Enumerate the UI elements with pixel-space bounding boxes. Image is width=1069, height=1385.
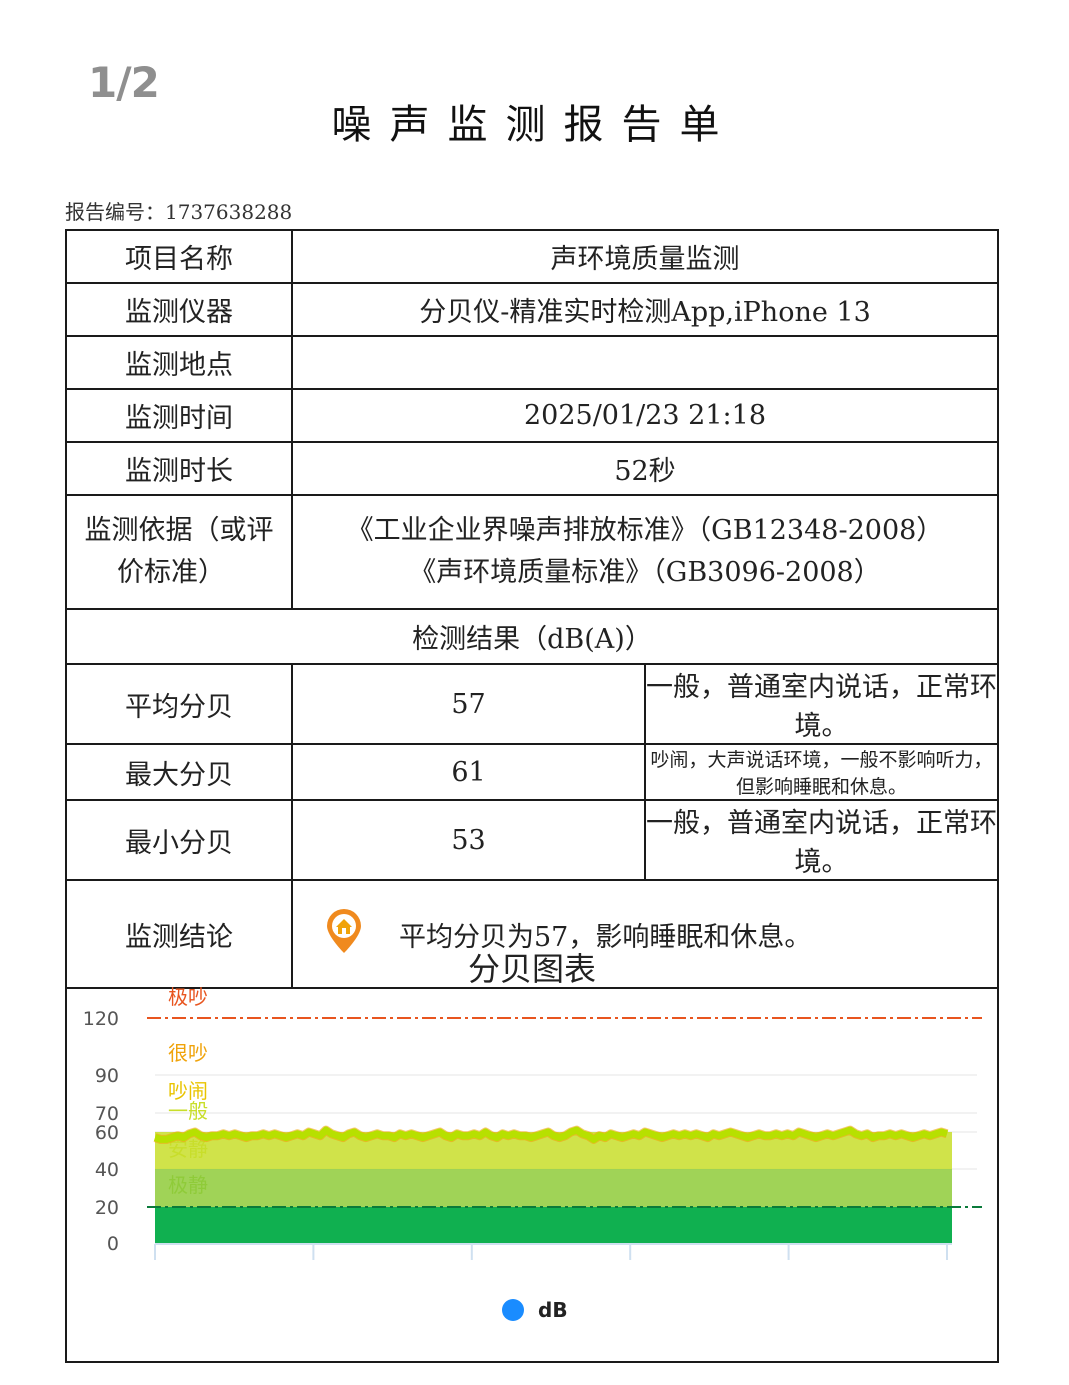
zone-label: 极静 (168, 1173, 208, 1197)
legend-label: dB (538, 1298, 568, 1322)
chart-legend: dB (502, 1298, 568, 1322)
zone-band (155, 1169, 952, 1207)
row-label: 监测时长 (65, 441, 293, 496)
y-tick-label: 90 (95, 1065, 119, 1087)
result-value: 57 (291, 663, 646, 745)
y-tick-label: 70 (95, 1103, 119, 1125)
chart-container: 分贝图表 120 90 70 60 40 20 0 极吵 很吵 吵闹 一般 安静 极静 dB (65, 930, 999, 1363)
result-label: 最小分贝 (65, 799, 293, 881)
table-row: 监测地点 (65, 335, 999, 390)
table-row: 监测依据（或评 价标准） 《工业企业界噪声排放标准》（GB12348-2008）… (65, 494, 999, 610)
results-header: 检测结果（dB(A)） (65, 608, 999, 665)
table-row: 最小分贝 53 一般，普通室内说话，正常环境。 (65, 799, 999, 881)
row-label: 项目名称 (65, 229, 293, 284)
row-label: 监测时间 (65, 388, 293, 443)
result-desc: 一般，普通室内说话，正常环境。 (644, 663, 999, 745)
y-tick-label: 40 (95, 1159, 119, 1181)
basis-line1: 《工业企业界噪声排放标准》（GB12348-2008） (346, 515, 944, 546)
table-row: 监测仪器 分贝仪-精准实时检测App,iPhone 13 (65, 282, 999, 337)
zone-label: 吵闹 (168, 1079, 208, 1103)
conclusion-text: 平均分贝为57，影响睡眠和休息。 (399, 921, 812, 953)
report-table: 项目名称 声环境质量监测 监测仪器 分贝仪-精准实时检测App,iPhone 1… (65, 229, 999, 989)
row-value: 2025/01/23 21:18 (291, 388, 999, 443)
zone-label: 一般 (168, 1099, 208, 1123)
basis-label: 监测依据（或评 价标准） (65, 494, 293, 610)
basis-value: 《工业企业界噪声排放标准》（GB12348-2008） 《声环境质量标准》（GB… (291, 494, 999, 610)
conclusion-label: 监测结论 (65, 879, 293, 989)
series-line-db (153, 1126, 949, 1143)
result-value: 53 (291, 799, 646, 881)
table-row: 检测结果（dB(A)） (65, 608, 999, 665)
basis-line2: 《声环境质量标准》（GB3096-2008） (409, 557, 881, 588)
result-label: 最大分贝 (65, 743, 293, 801)
y-tick-label: 120 (83, 1008, 119, 1030)
home-pin-icon (325, 908, 363, 961)
report-number: 报告编号：1737638288 (65, 200, 293, 224)
result-label: 平均分贝 (65, 663, 293, 745)
table-row: 监测时间 2025/01/23 21:18 (65, 388, 999, 443)
table-row: 最大分贝 61 吵闹，大声说话环境，一般不影响听力，但影响睡眠和休息。 (65, 743, 999, 801)
row-value (291, 335, 999, 390)
result-desc: 吵闹，大声说话环境，一般不影响听力，但影响睡眠和休息。 (644, 743, 999, 801)
result-desc: 一般，普通室内说话，正常环境。 (644, 799, 999, 881)
page-indicator: 1/2 (88, 58, 160, 107)
basis-label-line1: 监测依据（或评 (84, 515, 274, 546)
row-label: 监测仪器 (65, 282, 293, 337)
zone-band (155, 1207, 952, 1243)
y-tick-label: 20 (95, 1197, 119, 1219)
row-value: 分贝仪-精准实时检测App,iPhone 13 (291, 282, 999, 337)
row-value: 52秒 (291, 441, 999, 496)
conclusion-cell: 平均分贝为57，影响睡眠和休息。 (291, 879, 999, 989)
zone-label: 极吵 (168, 985, 208, 1009)
table-row: 监测结论 平均分贝为57，影响睡眠和休息。 (65, 879, 999, 989)
basis-label-line2: 价标准） (117, 557, 225, 588)
y-tick-label: 60 (95, 1122, 119, 1144)
page-title: 噪声监测报告单 (331, 102, 738, 148)
result-value: 61 (291, 743, 646, 801)
row-label: 监测地点 (65, 335, 293, 390)
y-tick-label: 0 (107, 1233, 119, 1255)
zone-label: 很吵 (168, 1041, 208, 1065)
chart-title: 分贝图表 (467, 950, 596, 988)
table-row: 监测时长 52秒 (65, 441, 999, 496)
legend-dot-icon (502, 1299, 524, 1321)
row-value: 声环境质量监测 (291, 229, 999, 284)
table-row: 平均分贝 57 一般，普通室内说话，正常环境。 (65, 663, 999, 745)
table-row: 项目名称 声环境质量监测 (65, 229, 999, 284)
